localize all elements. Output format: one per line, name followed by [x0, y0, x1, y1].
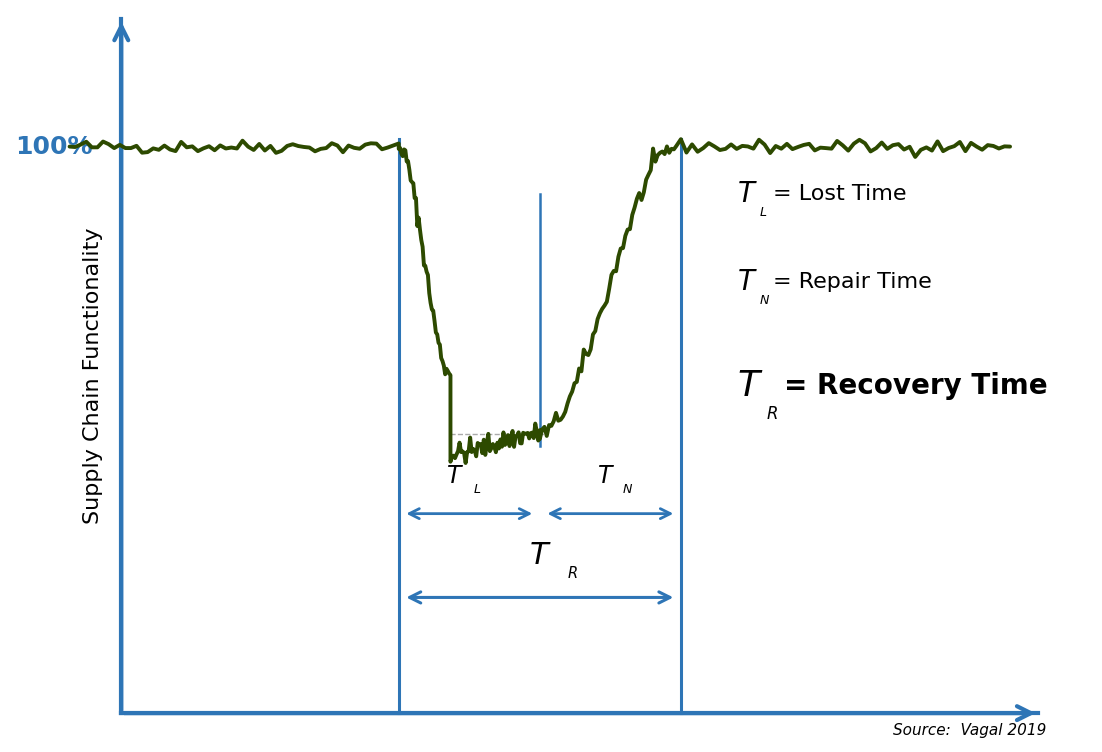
Text: $T$: $T$ — [737, 268, 758, 296]
Text: $_R$: $_R$ — [766, 398, 778, 422]
Text: $T$: $T$ — [737, 369, 764, 403]
Text: 100%: 100% — [15, 135, 93, 159]
Text: $_L$: $_L$ — [473, 478, 482, 496]
Text: = Recovery Time: = Recovery Time — [785, 372, 1048, 400]
Text: $_N$: $_N$ — [759, 290, 770, 308]
Text: Source:  Vagal 2019: Source: Vagal 2019 — [893, 723, 1046, 738]
Text: = Repair Time: = Repair Time — [774, 272, 932, 293]
Text: $_L$: $_L$ — [759, 202, 767, 220]
Text: $T$: $T$ — [737, 180, 758, 208]
Text: $T$: $T$ — [596, 464, 615, 488]
Text: = Lost Time: = Lost Time — [774, 184, 907, 205]
Text: $_N$: $_N$ — [622, 478, 633, 496]
Text: $T$: $T$ — [446, 464, 464, 488]
Text: $T$: $T$ — [529, 541, 551, 569]
Text: Supply Chain Functionality: Supply Chain Functionality — [83, 228, 102, 524]
Text: $_R$: $_R$ — [568, 562, 579, 581]
